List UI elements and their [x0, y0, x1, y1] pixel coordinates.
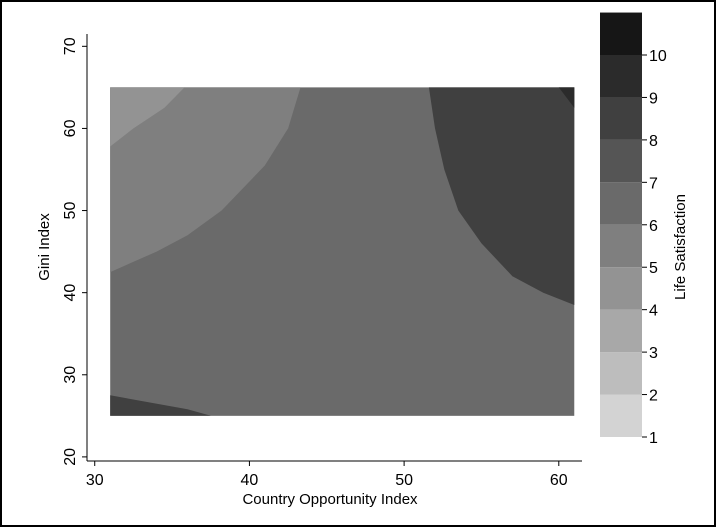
y-axis-label: Gini Index — [36, 213, 53, 281]
colorbar-swatch — [600, 224, 642, 268]
colorbar-label: Life Satisfaction — [672, 194, 689, 300]
contour-region-4-5 — [110, 87, 185, 147]
x-tick-label: 30 — [86, 472, 104, 489]
colorbar-tick-label: 10 — [649, 48, 667, 65]
plot-area — [110, 87, 575, 416]
colorbar-tick-label: 3 — [649, 345, 658, 362]
x-axis-label: Country Opportunity Index — [242, 491, 418, 508]
y-tick-label: 20 — [62, 448, 79, 466]
colorbar-tick-label: 7 — [649, 175, 658, 192]
contour-region-7-8 — [110, 395, 211, 416]
axes: 30 40 50 60 20 30 40 50 60 70 Country Opportunit… — [36, 34, 582, 508]
colorbar-swatch — [600, 182, 642, 225]
colorbar-tick-label: 2 — [649, 388, 658, 405]
y-tick-label: 50 — [62, 202, 79, 220]
colorbar-tick-label: 1 — [649, 430, 658, 447]
y-tick-label: 40 — [62, 284, 79, 302]
colorbar: 1 2 3 4 5 6 7 8 9 10 — [600, 12, 667, 447]
x-tick-label: 50 — [395, 472, 413, 489]
x-tick-label: 60 — [550, 472, 568, 489]
colorbar-tick-label: 6 — [649, 218, 658, 235]
x-tick-label: 40 — [241, 472, 259, 489]
colorbar-swatch — [600, 55, 642, 98]
colorbar-swatch — [600, 309, 642, 353]
colorbar-tick-label: 4 — [649, 303, 658, 320]
contour-region-8-9 — [558, 87, 575, 108]
colorbar-tick-label: 8 — [649, 133, 658, 150]
contour-region-5-6 — [110, 87, 301, 273]
y-tick-label: 60 — [62, 119, 79, 137]
colorbar-swatch — [600, 394, 642, 437]
y-tick-label: 70 — [62, 37, 79, 55]
contour-region-7-8 — [428, 87, 575, 306]
colorbar-tick-label: 5 — [649, 260, 658, 277]
colorbar-swatch — [600, 97, 642, 140]
colorbar-tick-label: 9 — [649, 90, 658, 107]
y-tick-label: 30 — [62, 366, 79, 384]
colorbar-swatch — [600, 139, 642, 183]
colorbar-swatch — [600, 352, 642, 395]
y-ticks: 20 30 40 50 60 70 — [62, 37, 87, 466]
x-ticks: 30 40 50 60 — [86, 461, 568, 489]
colorbar-swatch — [600, 267, 642, 310]
colorbar-swatch — [600, 12, 642, 55]
